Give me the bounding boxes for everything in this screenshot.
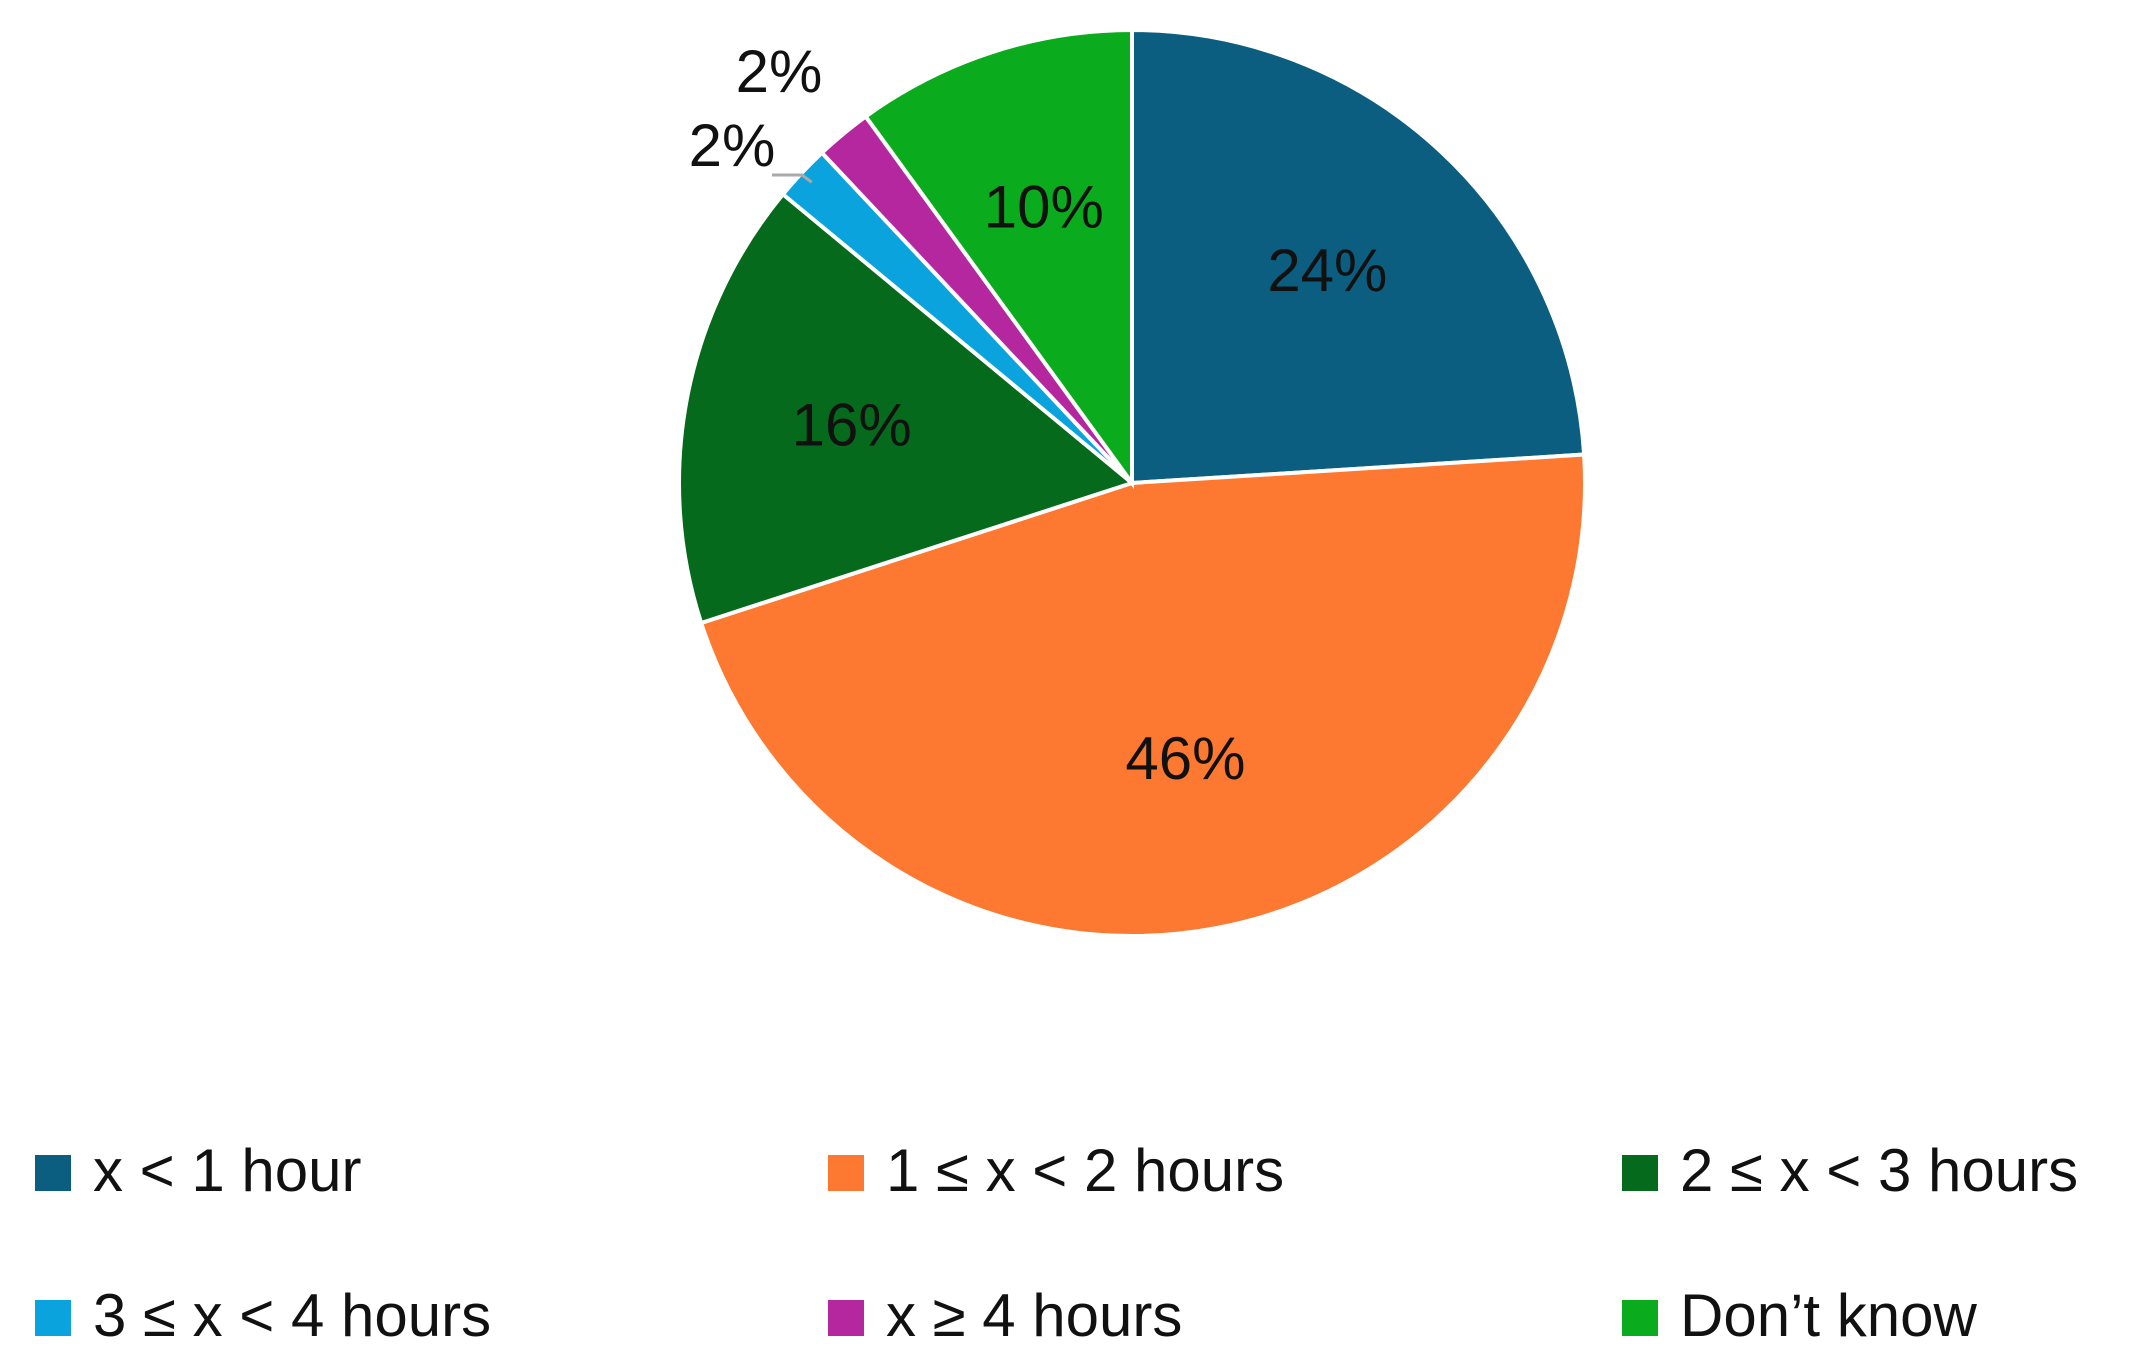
pie-slice	[1130, 27, 1587, 486]
pie-slice	[862, 27, 1134, 490]
data-label: 16%	[792, 391, 912, 458]
data-label: 2%	[736, 38, 823, 105]
legend-swatch	[35, 1300, 71, 1336]
data-label: 24%	[1267, 237, 1387, 304]
legend-label: Don’t know	[1680, 1282, 1977, 1349]
legend-swatch	[828, 1155, 864, 1191]
legend-label: 2 ≤ x < 3 hours	[1680, 1137, 2078, 1204]
legend-swatch	[828, 1300, 864, 1336]
data-label: 2%	[689, 112, 776, 179]
pie-slice	[677, 191, 1137, 626]
legend-swatch	[1622, 1300, 1658, 1336]
leader-line	[772, 173, 813, 184]
legend-label: x < 1 hour	[93, 1137, 362, 1204]
legend-label: 3 ≤ x < 4 hours	[93, 1282, 491, 1349]
legend-swatch	[1622, 1155, 1658, 1191]
legend-label: x ≥ 4 hours	[886, 1282, 1182, 1349]
legend-label: 1 ≤ x < 2 hours	[886, 1137, 1284, 1204]
data-label: 10%	[984, 173, 1104, 240]
data-label: 46%	[1125, 725, 1245, 792]
pie-slice	[698, 452, 1587, 939]
legend-swatch	[35, 1155, 71, 1191]
